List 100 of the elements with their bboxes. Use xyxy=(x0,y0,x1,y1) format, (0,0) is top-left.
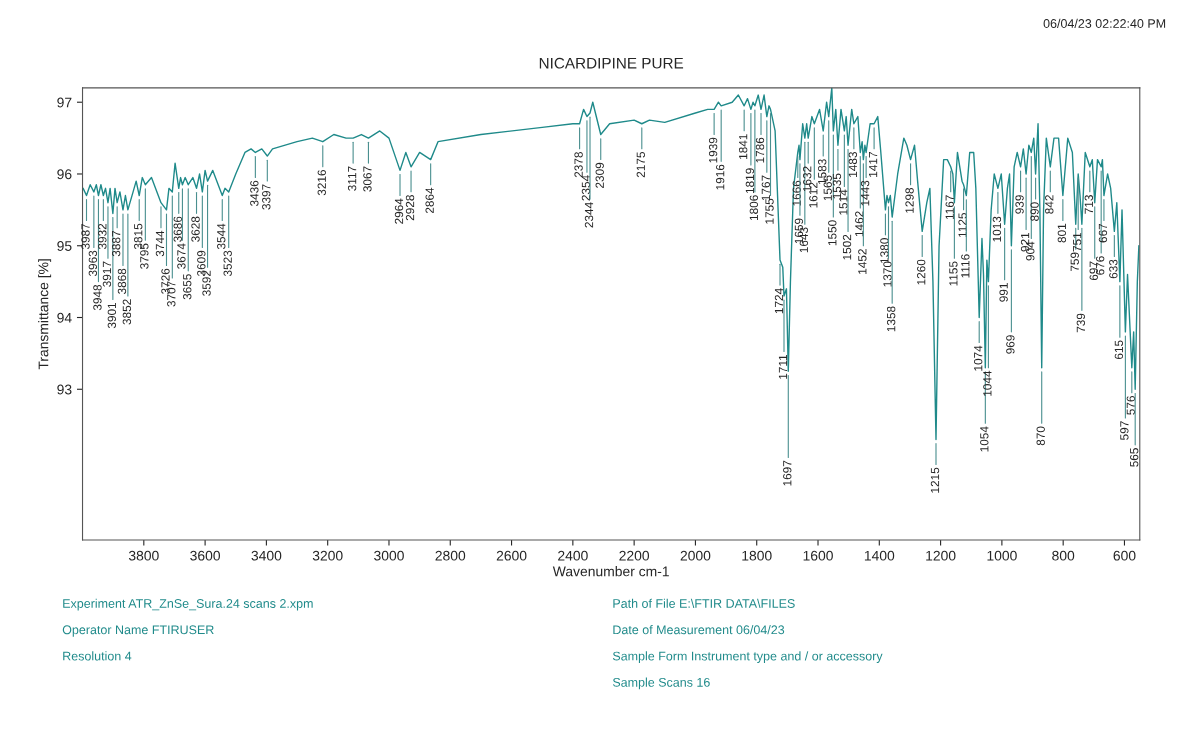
annotation: 1502 xyxy=(842,234,852,260)
annotation: 2309 xyxy=(595,162,604,188)
annotation: 1155 xyxy=(949,261,958,286)
annotation: 1786 xyxy=(755,137,765,163)
annotation: 2864 xyxy=(425,187,434,214)
annotation: 1074 xyxy=(974,345,983,371)
x-tick-label: 3600 xyxy=(190,550,221,561)
x-tick-label: 2400 xyxy=(558,550,588,561)
annotation: 991 xyxy=(999,283,1008,302)
annotation: 3932 xyxy=(98,223,107,250)
annotation: 1125 xyxy=(958,213,967,238)
annotation: 939 xyxy=(1015,195,1024,214)
annotation: 1452 xyxy=(858,249,867,274)
annotation: 3852 xyxy=(122,299,132,325)
annotation: 633 xyxy=(1109,259,1118,279)
x-tick-label: 800 xyxy=(1052,550,1075,561)
x-tick-label: 2200 xyxy=(619,550,650,561)
annotation: 1298 xyxy=(905,187,914,213)
text: 06/04/23 02:22:40 PM xyxy=(1043,18,1166,28)
annotation: 1167 xyxy=(945,195,954,220)
annotation: 759 xyxy=(1070,252,1079,272)
annotation: 2354 xyxy=(581,175,591,201)
annotation: 969 xyxy=(1006,335,1015,354)
annotation: 3397 xyxy=(262,184,271,210)
annotation: 713 xyxy=(1084,195,1094,214)
x-tick-label: 3200 xyxy=(312,550,343,561)
annotation: 3628 xyxy=(191,216,200,242)
annotation: 3917 xyxy=(102,261,112,287)
annotation: 3744 xyxy=(155,230,165,257)
annotation: 697 xyxy=(1089,261,1098,281)
annotation: 1380 xyxy=(880,238,889,263)
annotation: 1535 xyxy=(832,173,842,199)
annotation: 615 xyxy=(1114,340,1124,360)
annotation: 2344 xyxy=(584,202,594,228)
annotation: 1370 xyxy=(883,261,892,287)
annotation: 1724 xyxy=(774,288,784,314)
y-axis-title: Transmittance [%] xyxy=(38,259,52,370)
annotation: 1819 xyxy=(745,168,755,194)
annotation: 3523 xyxy=(223,250,232,277)
x-tick-label: 1400 xyxy=(864,550,895,561)
annotation: 801 xyxy=(1057,223,1067,243)
text: Path of File E:\FTIR DATA\FILES xyxy=(613,598,795,608)
y-tick-label: 95 xyxy=(57,241,72,251)
y-tick-label: 97 xyxy=(57,97,72,108)
annotation: 3948 xyxy=(93,284,102,311)
annotation: 1417 xyxy=(869,152,878,177)
annotation: 2378 xyxy=(574,152,583,178)
annotation: 3544 xyxy=(217,223,226,250)
text: Sample Form Instrument type and / or accessory xyxy=(612,651,883,663)
x-tick-label: 1200 xyxy=(926,550,956,561)
annotation: 1939 xyxy=(708,137,718,163)
annotation: 3963 xyxy=(88,250,98,277)
text: Date of Measurement 06/04/23 xyxy=(613,625,785,635)
annotation: 3117 xyxy=(347,166,357,191)
annotation: 3067 xyxy=(363,166,372,192)
text: Experiment ATR_ZnSe_Sura.24 scans 2.xpm xyxy=(63,598,313,611)
annotation: 3868 xyxy=(117,268,127,295)
annotation: 597 xyxy=(1120,421,1129,440)
annotation: 2964 xyxy=(394,198,404,224)
text: Operator Name FTIRUSER xyxy=(62,625,214,637)
y-tick-label: 93 xyxy=(57,384,72,395)
annotation: 1054 xyxy=(980,426,989,452)
annotation: 1806 xyxy=(749,195,759,221)
x-tick-label: 1000 xyxy=(987,550,1017,561)
x-tick-label: 600 xyxy=(1113,550,1136,561)
annotation: 565 xyxy=(1130,448,1139,467)
annotation: 1711 xyxy=(778,354,788,379)
annotation: 1044 xyxy=(983,370,992,396)
annotation: 2928 xyxy=(405,195,415,221)
annotation: 1443 xyxy=(860,180,870,206)
x-tick-label: 3000 xyxy=(374,550,404,561)
text: Resolution 4 xyxy=(63,651,132,661)
annotation: 842 xyxy=(1045,195,1054,214)
chart-title: NICARDIPINE PURE xyxy=(539,57,684,69)
annotation: 1697 xyxy=(783,460,792,486)
y-tick-label: 94 xyxy=(57,312,72,323)
annotation: 1116 xyxy=(961,254,970,278)
annotation: 676 xyxy=(1095,256,1105,275)
annotation: 1260 xyxy=(917,259,926,285)
annotation: 3216 xyxy=(317,169,326,196)
annotation: 1215 xyxy=(930,467,940,493)
annotation: 3987 xyxy=(81,223,90,250)
annotation: 1013 xyxy=(992,216,1002,242)
annotation: 1483 xyxy=(848,152,858,177)
annotation: 3901 xyxy=(107,302,117,329)
annotation: 890 xyxy=(1030,202,1039,221)
annotation: 1916 xyxy=(715,164,725,190)
x-tick-label: 3800 xyxy=(128,550,159,561)
annotation: 3887 xyxy=(111,231,121,257)
annotation: 576 xyxy=(1126,396,1135,415)
x-tick-label: 1600 xyxy=(803,550,833,561)
annotation: 751 xyxy=(1073,232,1082,252)
x-tick-label: 2600 xyxy=(496,550,527,561)
annotation: 3436 xyxy=(250,180,259,207)
y-tick-label: 96 xyxy=(57,169,72,180)
annotation: 2175 xyxy=(636,152,645,178)
annotation: 1841 xyxy=(738,134,748,159)
x-axis-title: Wavenumber cm-1 xyxy=(552,566,669,577)
x-tick-label: 2000 xyxy=(680,550,711,561)
x-tick-label: 3400 xyxy=(251,550,282,561)
